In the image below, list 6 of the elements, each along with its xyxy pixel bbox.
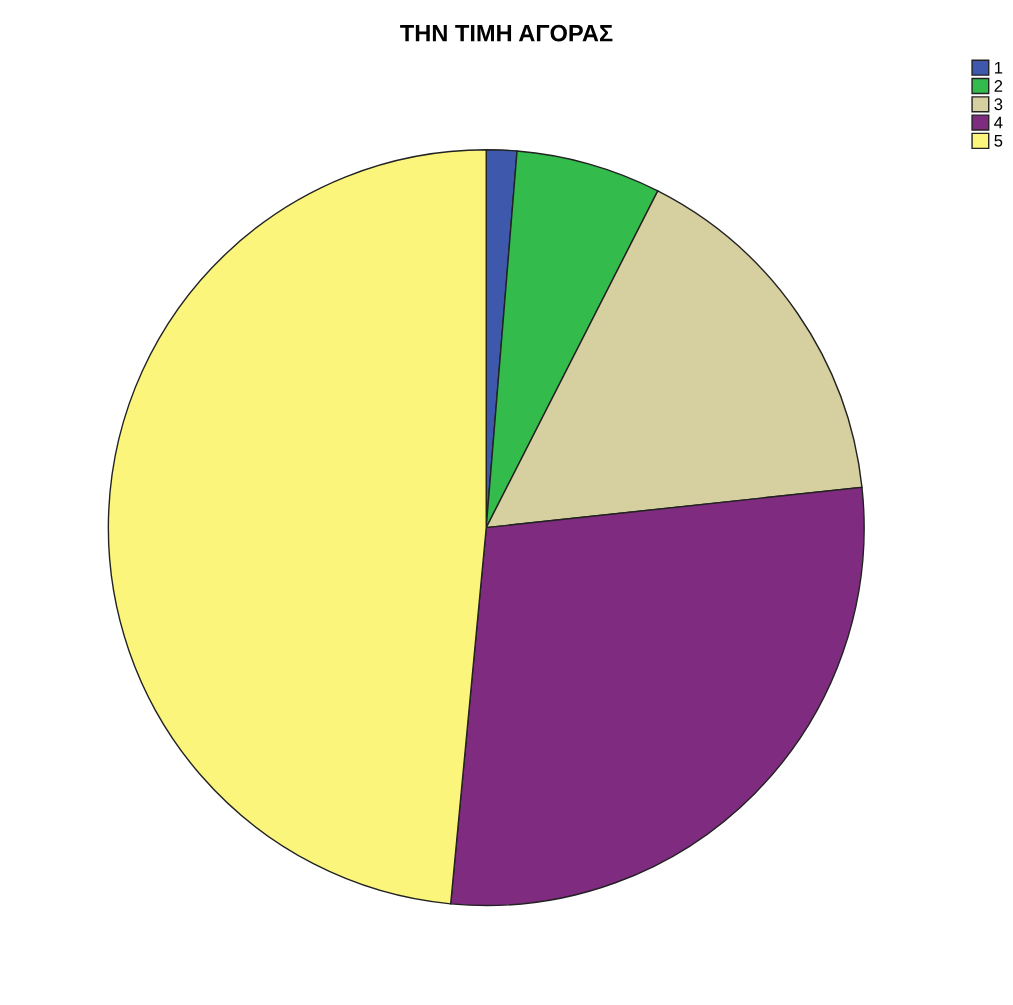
legend-label: 2 <box>994 80 1003 92</box>
chart-title: ΤΗΝ ΤΙΜΗ ΑΓΟΡΑΣ <box>400 24 613 42</box>
legend-label: 4 <box>994 116 1003 129</box>
legend-label: 1 <box>995 61 1003 74</box>
legend-label: 3 <box>994 98 1003 111</box>
legend-label: 5 <box>994 135 1003 147</box>
